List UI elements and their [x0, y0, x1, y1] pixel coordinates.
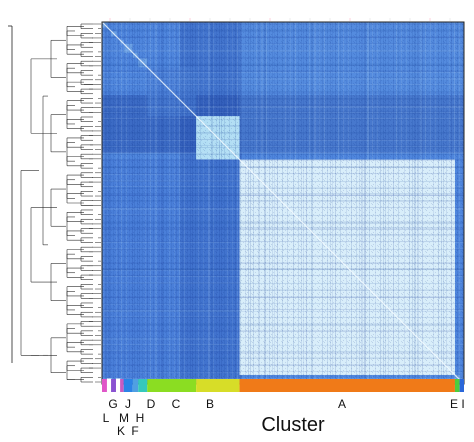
cluster-bar-l: [106, 378, 112, 393]
cluster-label-g: G: [108, 397, 118, 411]
hierarchical-dendrogram: [8, 23, 101, 383]
cluster-bar-h: [123, 379, 133, 392]
cluster-label-h: H: [135, 411, 145, 425]
cluster-label-l: L: [102, 411, 110, 425]
cluster-bar-d: [138, 379, 148, 392]
cluster-label-a: A: [337, 397, 347, 411]
cluster-bar-i: [459, 379, 464, 392]
cluster-bar-k: [120, 379, 124, 392]
heatmap-diagonal: [101, 21, 465, 385]
cluster-bar-b: [196, 379, 240, 392]
cluster-label-f: F: [131, 424, 139, 438]
x-axis-title: Cluster: [261, 414, 325, 436]
cluster-label-j: J: [125, 397, 131, 411]
cluster-label-i: I: [461, 397, 465, 411]
cluster-label-d: D: [146, 397, 156, 411]
cluster-label-c: C: [171, 397, 181, 411]
cluster-bar-c: [147, 379, 197, 392]
cluster-label-e: E: [449, 397, 459, 411]
cluster-bar-g: [102, 379, 108, 392]
cluster-label-b: B: [205, 397, 215, 411]
cluster-color-bar: [102, 18, 464, 393]
cluster-bar-m: [115, 378, 121, 393]
cluster-label-k: K: [116, 424, 126, 438]
cluster-bar-f: [132, 379, 139, 392]
cluster-bar-a: [239, 379, 455, 392]
similarity-heatmap: [101, 21, 465, 385]
cluster-label-m: M: [119, 411, 129, 425]
cluster-bar-j: [111, 379, 117, 392]
cluster-bar-e: [454, 379, 460, 392]
